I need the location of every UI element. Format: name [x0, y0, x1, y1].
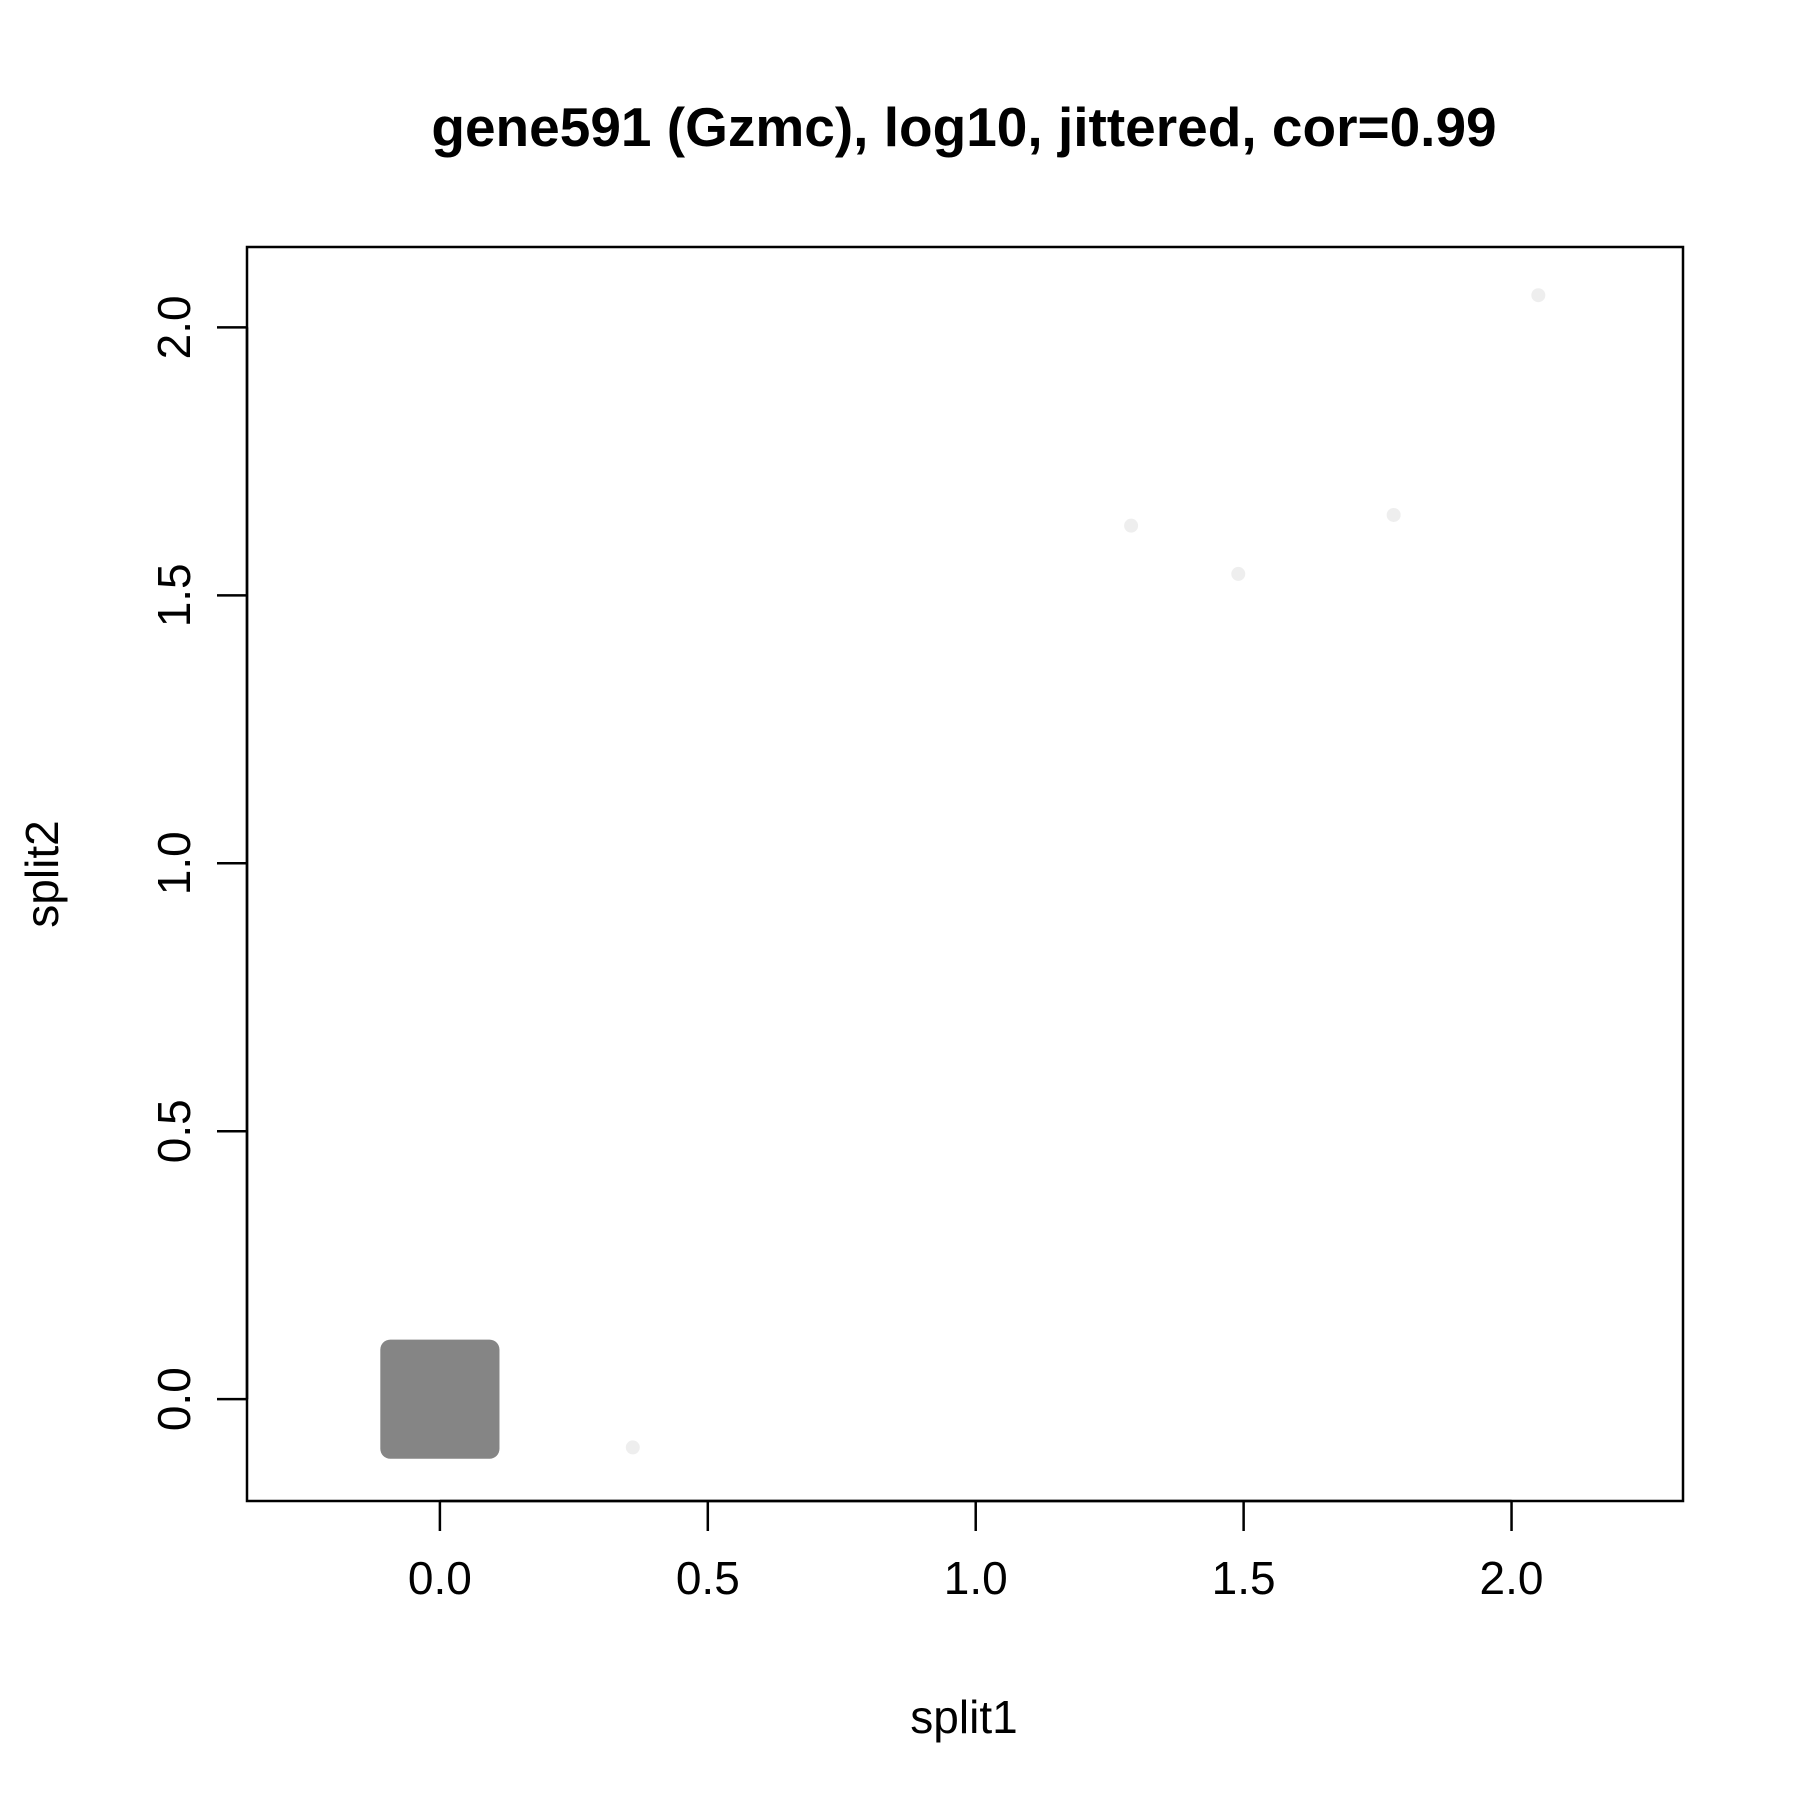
- y-tick-label: 2.0: [148, 295, 200, 359]
- x-tick-label: 0.5: [676, 1552, 740, 1604]
- data-point: [1531, 288, 1546, 303]
- plot-frame: [245, 245, 1685, 1503]
- chart-title: gene591 (Gzmc), log10, jittered, cor=0.9…: [431, 96, 1496, 158]
- data-point: [625, 1440, 640, 1455]
- x-tick-label: 1.0: [944, 1552, 1008, 1604]
- x-tick-label: 1.5: [1212, 1552, 1276, 1604]
- y-axis-label: split2: [16, 820, 68, 927]
- x-tick-label: 2.0: [1480, 1552, 1544, 1604]
- x-axis-label: split1: [910, 1691, 1017, 1743]
- points-layer: [380, 288, 1546, 1459]
- data-point: [1386, 507, 1401, 522]
- x-tick-label: 0.0: [408, 1552, 472, 1604]
- y-tick-label: 0.0: [148, 1367, 200, 1431]
- y-tick-label: 1.0: [148, 831, 200, 895]
- data-point: [1124, 518, 1139, 533]
- y-tick-label: 1.5: [148, 563, 200, 627]
- data-point: [1231, 566, 1246, 581]
- x-axis: 0.0 0.5 1.0 1.5 2.0: [408, 1499, 1544, 1604]
- dense-point-cluster: [380, 1339, 500, 1459]
- y-axis: 0.0 0.5 1.0 1.5 2.0: [148, 295, 249, 1431]
- y-tick-label: 0.5: [148, 1099, 200, 1163]
